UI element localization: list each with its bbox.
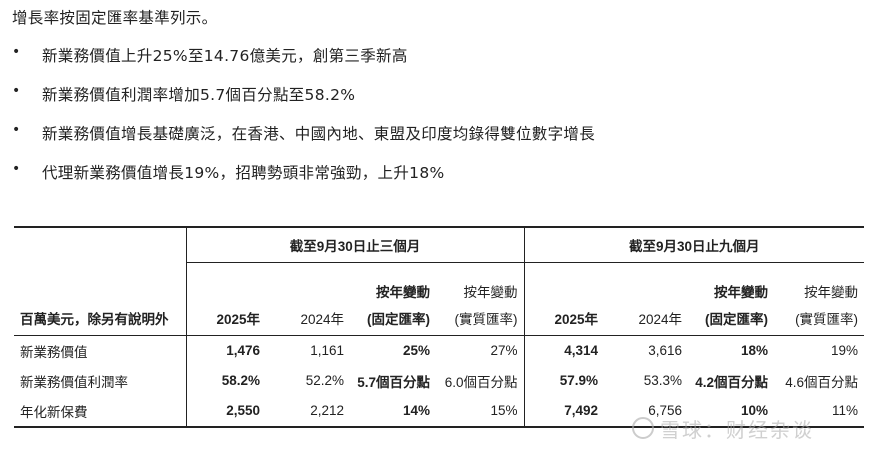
bullet-icon: • [12,83,21,99]
bullet-icon: • [12,44,21,60]
bullet-text: 新業務價值上升25%至14.76億美元，創第三季新高 [42,47,408,65]
period-three-months: 截至9月30日止三個月 [186,227,525,263]
column-header: (固定匯率) [350,301,436,336]
column-header: (實質匯率) [436,301,525,336]
table-cell: 52.2% [305,373,344,388]
bullet-text: 代理新業務價值增長19%，招聘勢頭非常強勁，上升18% [42,164,445,182]
column-header: 2025年 [186,301,266,336]
bullet-icon: • [12,161,21,177]
table-cell: 15% [436,395,525,428]
column-header [266,263,350,302]
column-header: (實質匯率) [774,301,865,336]
table-cell: 4.6個百分點 [785,374,859,390]
table-cell: 14% [350,395,436,428]
column-header-row-1: 按年變動 按年變動 按年變動 按年變動 [14,262,864,302]
column-header: 按年變動 [436,262,525,301]
table-row: 新業務價值 1,476 1,161 25% 27% 4,314 3,616 18… [14,335,864,366]
column-header [604,263,688,302]
watermark: 雪球：财经杂谈 [632,414,814,443]
table-cell: 4.2個百分點 [695,374,769,390]
table-cell: 2,212 [266,395,350,428]
column-header: 按年變動 [376,285,430,300]
column-header: 2024年 [266,301,350,336]
table-cell: 1,476 [226,343,260,359]
column-header [186,263,266,302]
table-cell: 10% [688,395,775,428]
intro-text: 增長率按固定匯率基準列示。 [12,9,218,27]
table-cell: 57.9% [559,373,599,388]
table-cell: 3,616 [648,343,683,359]
column-header: 2025年 [524,301,605,336]
unit-label: 百萬美元，除另有說明外 [14,301,187,336]
table-cell: 11% [774,395,865,428]
column-header: (固定匯率) [688,301,775,336]
table-cell: 4,314 [564,343,599,359]
row-label: 新業務價值利潤率 [14,365,187,396]
table-cell: 19% [831,343,859,359]
table-row: 新業務價值利潤率 58.2% 52.2% 5.7個百分點 6.0個百分點 57.… [14,365,864,396]
table-cell: 25% [402,343,430,359]
table-cell: 1,161 [310,343,344,359]
bullet-text: 新業務價值增長基礎廣泛，在香港、中國內地、東盟及印度均錄得雙位數字增長 [42,125,596,143]
table-cell: 7,492 [524,395,605,428]
snowball-logo-icon [632,417,654,439]
bullet-icon: • [12,122,21,138]
table-cell: 5.7個百分點 [357,374,430,390]
row-label: 年化新保費 [14,395,187,428]
column-header [524,263,604,302]
table-cell: 6.0個百分點 [436,365,525,396]
table-cell: 2,550 [186,395,266,428]
table-cell: 27% [436,335,525,366]
bullet-text: 新業務價值利潤率增加5.7個百分點至58.2% [42,86,356,104]
column-header: 按年變動 [714,285,769,300]
column-header: 按年變動 [804,285,859,300]
table-cell: 18% [741,343,769,359]
row-label: 新業務價值 [14,335,187,366]
table-cell: 53.3% [643,373,683,388]
column-header: 2024年 [604,301,689,336]
column-header-row-2: 百萬美元，除另有說明外 2025年 2024年 (固定匯率) (實質匯率) 20… [14,301,865,336]
financial-table: 截至9月30日止三個月 截至9月30日止九個月 按年變動 按年變動 按年變動 按… [14,226,865,428]
watermark-text: 雪球：财经杂谈 [660,418,814,442]
period-header-row: 截至9月30日止三個月 截至9月30日止九個月 [14,227,865,263]
period-nine-months: 截至9月30日止九個月 [524,227,865,263]
table-cell: 58.2% [221,373,260,388]
